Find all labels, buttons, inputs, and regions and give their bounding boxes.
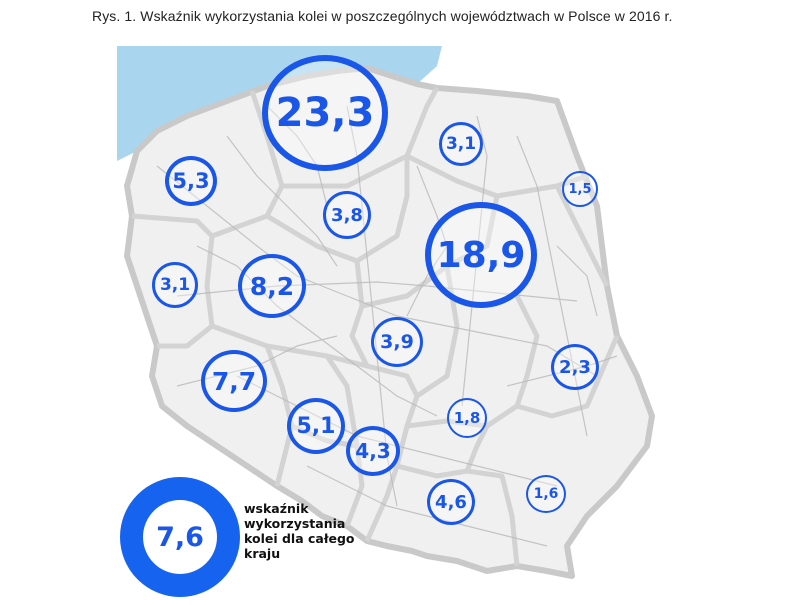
- region-value: 3,1: [445, 134, 477, 154]
- region-bubble-dolnoslaskie: 7,7: [201, 350, 267, 412]
- region-bubble-lubelskie: 2,3: [551, 344, 599, 390]
- region-value: 5,1: [296, 413, 336, 439]
- national-indicator-value: 7,6: [143, 500, 217, 574]
- region-value: 7,7: [211, 366, 257, 396]
- region-value: 8,2: [249, 271, 295, 301]
- region-value: 3,8: [331, 204, 363, 226]
- region-value: 1,8: [453, 409, 481, 427]
- region-bubble-lodzkie: 3,9: [371, 317, 423, 367]
- region-value: 4,6: [435, 491, 467, 513]
- region-bubble-mazowieckie: 18,9: [425, 202, 537, 308]
- region-bubble-opolskie: 5,1: [287, 398, 345, 454]
- region-value: 1,5: [568, 181, 592, 197]
- national-indicator-circle: 7,6: [120, 477, 240, 597]
- region-value: 3,1: [159, 275, 191, 295]
- region-bubble-malopolskie: 4,6: [427, 479, 475, 525]
- region-bubble-podlaskie: 1,5: [562, 171, 598, 207]
- baltic-sea: [117, 46, 442, 161]
- region-bubble-wielkopolskie: 8,2: [238, 254, 306, 318]
- region-bubble-kujawsko-pomorskie: 3,8: [323, 191, 371, 239]
- national-indicator-label: wskaźnik wykorzystania kolei dla całego …: [244, 501, 355, 561]
- region-bubble-swietokrzyskie: 1,8: [447, 398, 487, 438]
- region-bubble-warminsko-mazurskie: 3,1: [439, 122, 483, 166]
- region-bubble-lubuskie: 3,1: [152, 262, 198, 308]
- region-bubble-pomorskie: 23,3: [262, 55, 388, 171]
- region-value: 2,3: [559, 356, 591, 378]
- region-value: 3,9: [380, 331, 414, 353]
- figure-caption: Rys. 1. Wskaźnik wykorzystania kolei w p…: [92, 8, 673, 24]
- region-bubble-zachodniopomorskie: 5,3: [165, 156, 217, 206]
- region-value: 4,3: [355, 439, 391, 463]
- region-value: 5,3: [172, 169, 210, 193]
- region-bubble-slaskie: 4,3: [346, 426, 400, 476]
- region-value: 23,3: [275, 90, 375, 136]
- region-value: 1,6: [533, 486, 559, 502]
- region-bubble-podkarpackie: 1,6: [526, 475, 566, 513]
- region-value: 18,9: [436, 234, 526, 276]
